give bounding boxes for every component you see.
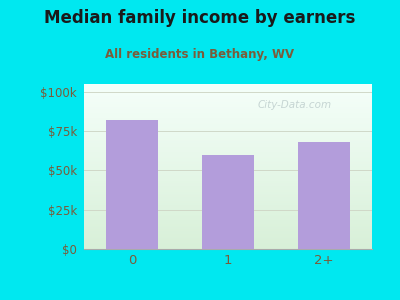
Text: Median family income by earners: Median family income by earners bbox=[44, 9, 356, 27]
Bar bbox=[106, 120, 158, 249]
Text: City-Data.com: City-Data.com bbox=[257, 100, 331, 110]
Text: All residents in Bethany, WV: All residents in Bethany, WV bbox=[106, 47, 294, 61]
Bar bbox=[202, 155, 254, 249]
Bar bbox=[298, 142, 350, 249]
